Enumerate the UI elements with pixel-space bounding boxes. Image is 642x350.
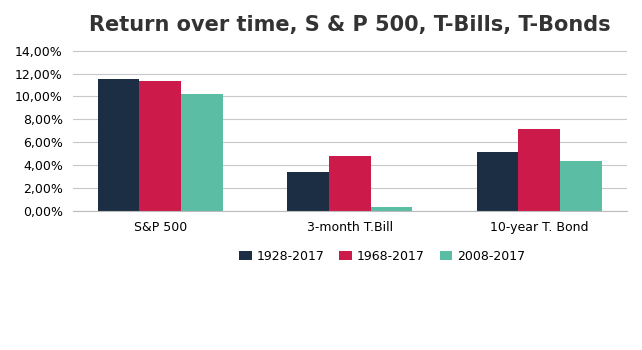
- Bar: [560, 161, 602, 211]
- Bar: [519, 129, 560, 211]
- Bar: [370, 207, 412, 211]
- Bar: [181, 94, 223, 211]
- Bar: [98, 78, 139, 211]
- Bar: [477, 152, 519, 211]
- Title: Return over time, S & P 500, T-Bills, T-Bonds: Return over time, S & P 500, T-Bills, T-…: [89, 15, 611, 35]
- Bar: [287, 172, 329, 211]
- Bar: [329, 155, 370, 211]
- Legend: 1928-2017, 1968-2017, 2008-2017: 1928-2017, 1968-2017, 2008-2017: [234, 245, 530, 268]
- Bar: [139, 80, 181, 211]
